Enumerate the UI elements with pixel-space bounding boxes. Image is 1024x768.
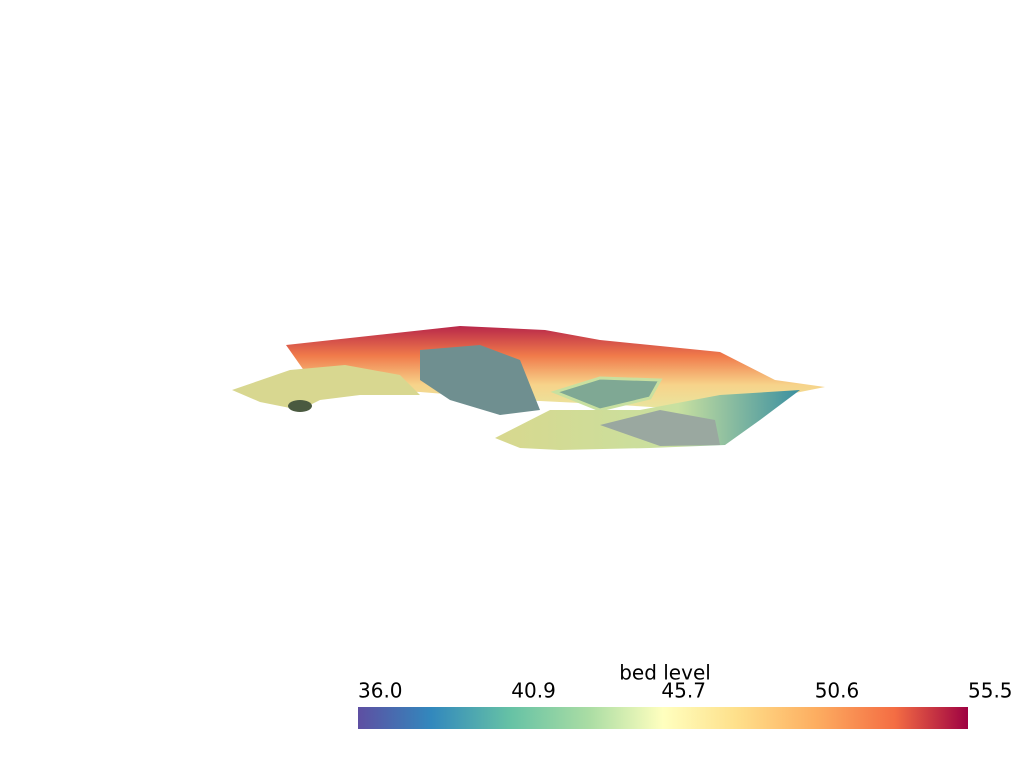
colorbar-tick-label: 40.9 (511, 679, 556, 703)
colorbar-gradient (358, 707, 968, 729)
surface-left (232, 365, 420, 410)
colorbar-tick-label: 50.6 (815, 679, 860, 703)
colorbar-tick-label: 36.0 (358, 679, 403, 703)
surface-inner (600, 410, 720, 446)
colorbar: bed level 36.0 40.9 45.7 50.6 55.5 (358, 661, 1013, 729)
colorbar-tick-label: 55.5 (968, 679, 1013, 703)
colorbar-tick-label: 45.7 (661, 679, 706, 703)
surface-shadow (288, 400, 312, 412)
surface-top (286, 326, 825, 410)
surface-channel (420, 345, 540, 415)
colorbar-title: bed level (619, 661, 711, 685)
surface-basin (550, 376, 663, 412)
surface (232, 326, 825, 450)
